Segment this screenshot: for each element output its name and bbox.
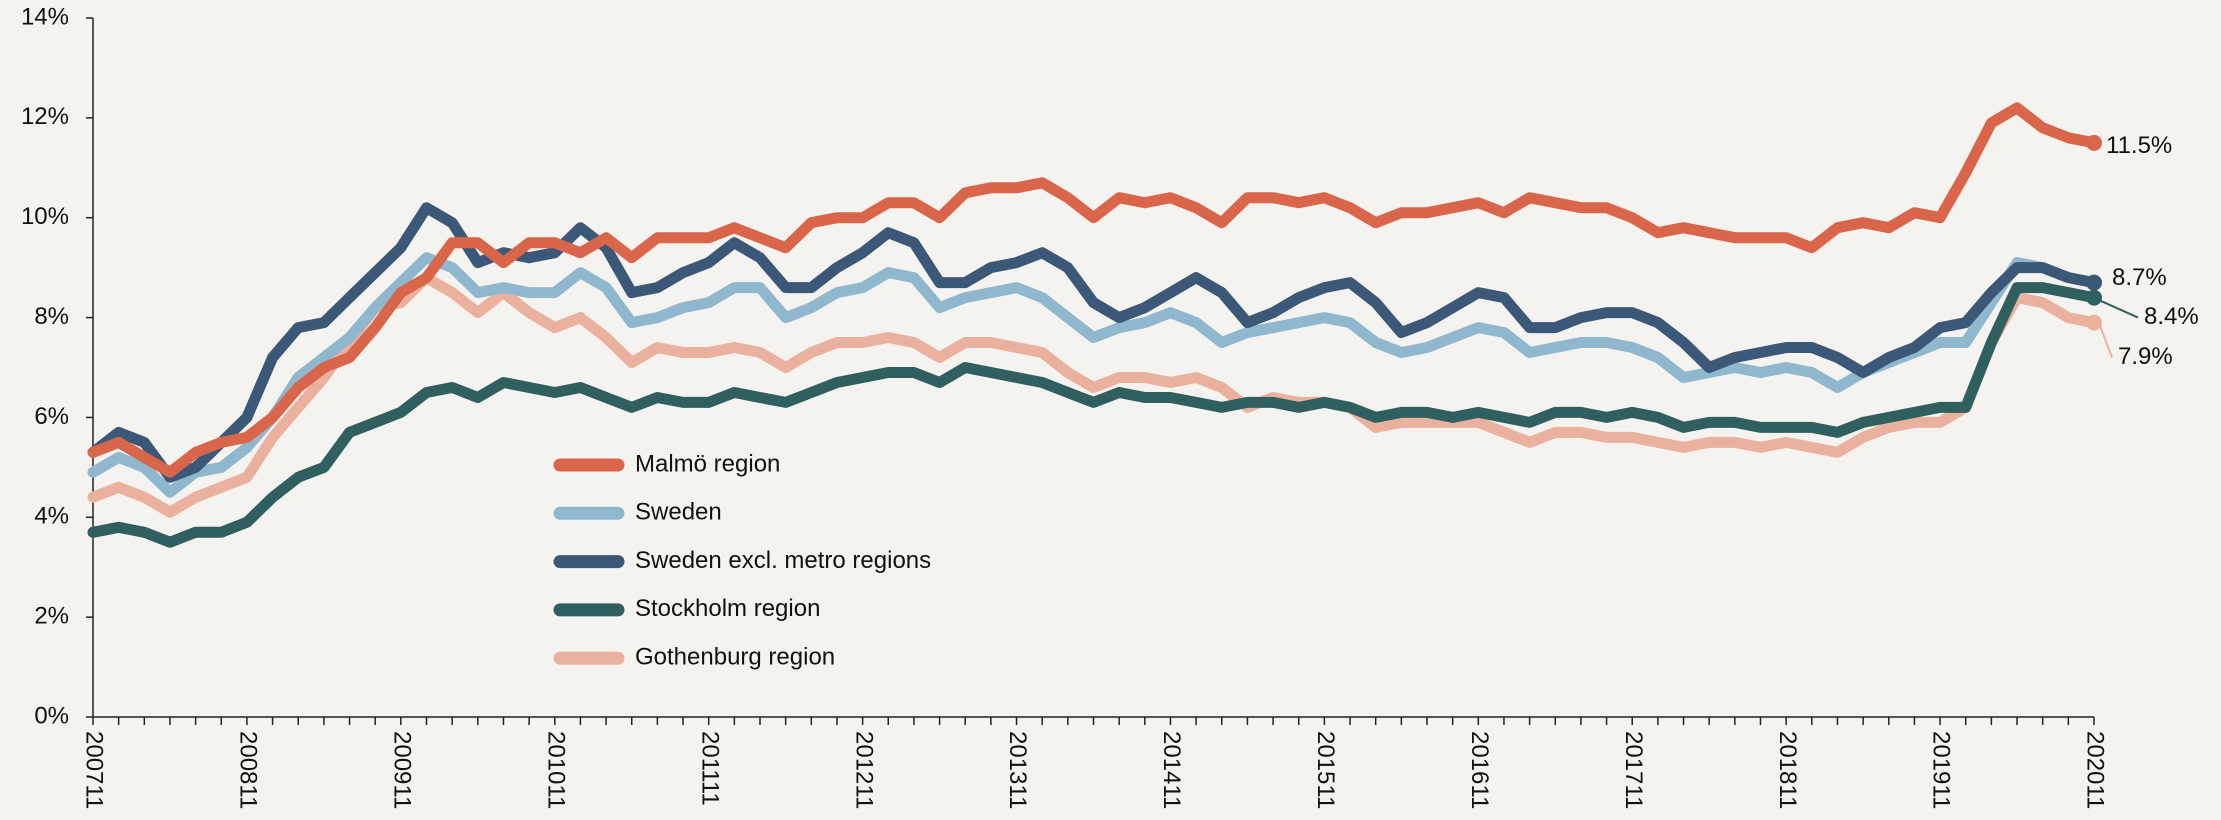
end-point xyxy=(2086,289,2102,306)
y-tick-label: 14% xyxy=(21,3,69,30)
end-label: 8.4% xyxy=(2144,303,2199,330)
end-point xyxy=(2086,274,2102,291)
x-tick-label: 201811 xyxy=(1774,731,1801,809)
legend-item: Gothenburg region xyxy=(553,644,835,671)
legend-item: Malmö region xyxy=(553,450,780,477)
end-point xyxy=(2086,134,2102,151)
series-line xyxy=(87,202,2100,483)
end-point xyxy=(2086,314,2102,331)
x-tick-label: 202011 xyxy=(2082,731,2109,809)
label-leader xyxy=(2099,299,2139,319)
y-tick-label: 8% xyxy=(34,303,69,330)
y-tick-label: 6% xyxy=(34,403,69,430)
x-tick-label: 200811 xyxy=(235,731,262,809)
x-tick-label: 201911 xyxy=(1928,731,1955,809)
label-leader xyxy=(2099,325,2113,358)
x-tick-label: 200711 xyxy=(81,731,108,809)
y-tick-label: 0% xyxy=(34,702,69,729)
legend-item: Sweden xyxy=(553,499,722,526)
y-tick-label: 2% xyxy=(34,602,69,629)
y-tick-label: 10% xyxy=(21,203,69,230)
end-label: 8.7% xyxy=(2112,264,2167,291)
x-tick-label: 201511 xyxy=(1312,731,1339,809)
x-tick-label: 201711 xyxy=(1620,731,1647,809)
x-tick-label: 201111 xyxy=(696,731,723,806)
x-tick-label: 201611 xyxy=(1466,731,1493,809)
series-line xyxy=(87,282,2100,548)
legend-label: Malmö region xyxy=(635,450,780,477)
legend-item: Sweden excl. metro regions xyxy=(553,547,931,574)
x-tick-label: 201011 xyxy=(542,731,569,809)
y-tick-label: 4% xyxy=(34,503,69,530)
y-tick-label: 12% xyxy=(21,103,69,130)
x-tick-label: 201211 xyxy=(850,731,877,809)
end-label: 11.5% xyxy=(2106,132,2172,159)
legend-label: Sweden xyxy=(635,499,722,526)
x-tick-label: 201311 xyxy=(1004,731,1031,809)
legend-label: Stockholm region xyxy=(635,595,820,622)
x-tick-label: 200911 xyxy=(389,731,416,809)
series-line xyxy=(87,252,2100,498)
series-line xyxy=(87,102,2100,478)
end-label: 7.9% xyxy=(2118,343,2173,370)
x-tick-label: 201411 xyxy=(1158,731,1185,809)
legend-item: Stockholm region xyxy=(553,595,820,622)
legend-label: Sweden excl. metro regions xyxy=(635,547,931,574)
legend-label: Gothenburg region xyxy=(635,644,835,671)
